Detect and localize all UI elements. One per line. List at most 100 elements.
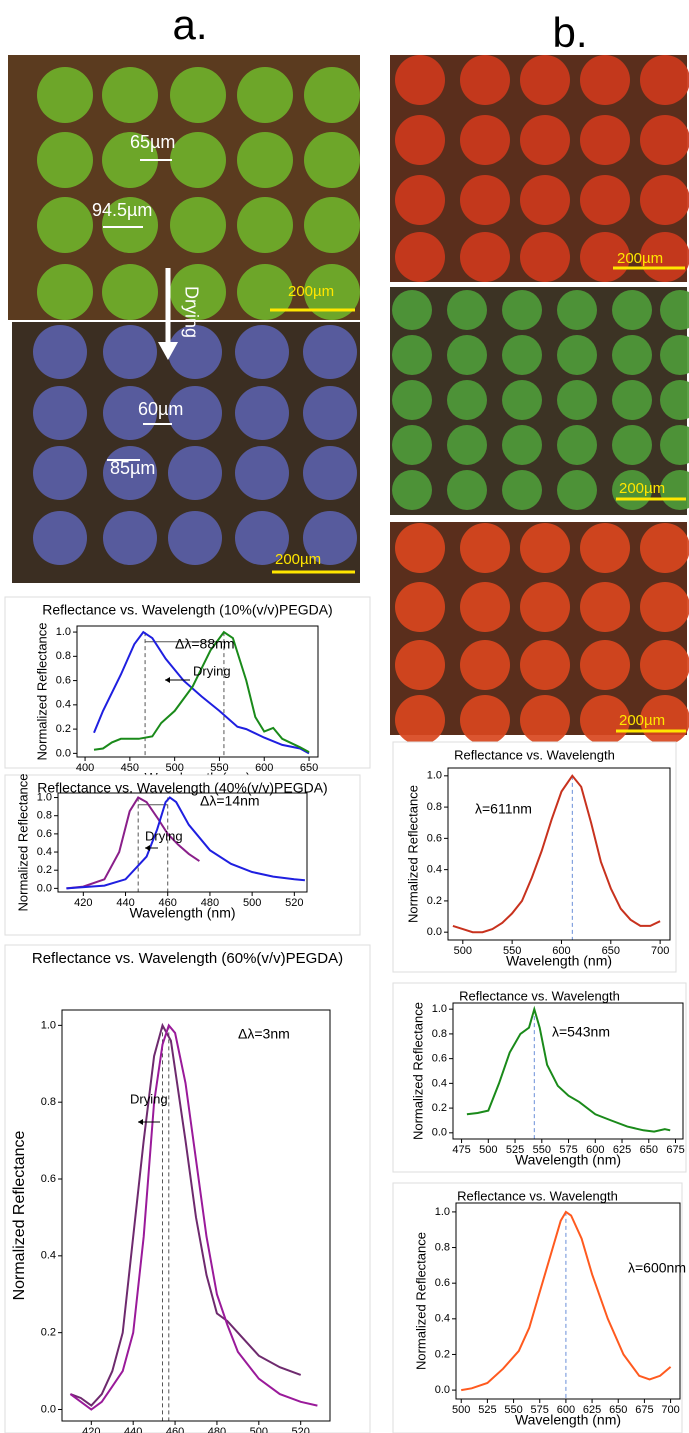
dot — [557, 425, 597, 465]
x-tick-label: 500 — [452, 1404, 470, 1416]
diameter-label: 94.5µm — [92, 200, 152, 220]
x-tick-label: 500 — [454, 945, 472, 957]
dot — [612, 380, 652, 420]
y-tick-label: 1.0 — [37, 791, 52, 803]
y-axis-label: Normalized Reflectance — [34, 622, 49, 760]
dot — [612, 425, 652, 465]
dot — [103, 325, 157, 379]
y-tick-label: 0.8 — [41, 1096, 56, 1108]
dot — [520, 640, 570, 690]
dot — [102, 67, 158, 123]
dot — [102, 264, 158, 320]
chart-title: Reflectance vs. Wavelength — [457, 1188, 618, 1203]
x-tick-label: 550 — [504, 1404, 522, 1416]
dot — [33, 446, 87, 500]
y-tick-label: 0.0 — [56, 747, 71, 759]
dot — [168, 446, 222, 500]
y-axis-label: Normalized Reflectance — [405, 785, 420, 923]
y-axis-label: Normalized Reflectance — [410, 1002, 425, 1140]
dot — [235, 386, 289, 440]
dot — [612, 290, 652, 330]
dot — [580, 55, 630, 105]
dot — [580, 523, 630, 573]
annotation: λ=611nm — [475, 801, 532, 817]
dot — [447, 335, 487, 375]
dot — [303, 386, 357, 440]
x-tick-label: 460 — [159, 897, 177, 909]
y-tick-label: 0.8 — [432, 1028, 447, 1040]
dot — [557, 470, 597, 510]
x-tick-label: 420 — [74, 897, 92, 909]
drying-label: Drying — [181, 286, 201, 338]
y-tick-label: 0.8 — [37, 810, 52, 822]
dot — [502, 290, 542, 330]
x-tick-label: 480 — [208, 1426, 226, 1433]
dot — [520, 582, 570, 632]
x-tick-label: 625 — [583, 1404, 601, 1416]
y-tick-label: 0.4 — [432, 1077, 447, 1089]
x-tick-label: 525 — [506, 1144, 524, 1156]
chart: Reflectance vs. Wavelength (40%(v/v)PEGD… — [5, 773, 360, 935]
dot — [580, 582, 630, 632]
y-tick-label: 1.0 — [56, 626, 71, 638]
dot — [392, 380, 432, 420]
dot — [580, 640, 630, 690]
chart-title: Reflectance vs. Wavelength (60%(v/v)PEGD… — [32, 950, 343, 967]
dot — [502, 380, 542, 420]
dot — [612, 335, 652, 375]
dot — [502, 470, 542, 510]
dot — [640, 115, 689, 165]
y-tick-label: 1.0 — [432, 1003, 447, 1015]
x-tick-label: 475 — [452, 1144, 470, 1156]
y-tick-label: 0.2 — [435, 1348, 450, 1360]
dot — [640, 175, 689, 225]
x-tick-label: 650 — [640, 1144, 658, 1156]
dot — [168, 511, 222, 565]
x-tick-label: 650 — [609, 1404, 627, 1416]
y-axis-label: Normalized Reflectance — [413, 1232, 428, 1370]
dot — [170, 67, 226, 123]
dot — [557, 335, 597, 375]
dot — [460, 695, 510, 745]
dot — [520, 695, 570, 745]
dot — [303, 446, 357, 500]
dot — [392, 335, 432, 375]
dot — [395, 175, 445, 225]
x-tick-label: 550 — [533, 1144, 551, 1156]
x-tick-label: 575 — [559, 1144, 577, 1156]
dot — [33, 325, 87, 379]
dot — [640, 582, 689, 632]
dot — [395, 582, 445, 632]
y-axis-label: Normalized Reflectance — [15, 773, 30, 911]
x-tick-label: 550 — [210, 762, 228, 774]
x-tick-label: 400 — [76, 762, 94, 774]
x-tick-label: 650 — [300, 762, 318, 774]
x-tick-label: 525 — [478, 1404, 496, 1416]
dot — [395, 640, 445, 690]
x-tick-label: 440 — [124, 1426, 142, 1433]
y-tick-label: 0.8 — [427, 801, 442, 813]
chart: Reflectance vs. WavelengthWavelength (nm… — [393, 1183, 686, 1433]
y-tick-label: 0.4 — [427, 864, 442, 876]
x-tick-label: 460 — [166, 1426, 184, 1433]
dot — [392, 425, 432, 465]
x-tick-label: 450 — [121, 762, 139, 774]
dot — [235, 446, 289, 500]
dot — [235, 325, 289, 379]
dot — [460, 582, 510, 632]
scale-label: 200µm — [619, 712, 665, 729]
scale-label: 200µm — [275, 551, 321, 568]
y-tick-label: 0.0 — [37, 882, 52, 894]
x-tick-label: 600 — [586, 1144, 604, 1156]
dot — [447, 425, 487, 465]
y-tick-label: 0.6 — [56, 674, 71, 686]
x-tick-label: 650 — [602, 945, 620, 957]
dot — [460, 523, 510, 573]
x-tick-label: 625 — [613, 1144, 631, 1156]
y-tick-label: 0.8 — [435, 1241, 450, 1253]
y-tick-label: 0.6 — [427, 832, 442, 844]
annotation: Drying — [193, 663, 231, 678]
dot — [447, 380, 487, 420]
dot — [33, 386, 87, 440]
